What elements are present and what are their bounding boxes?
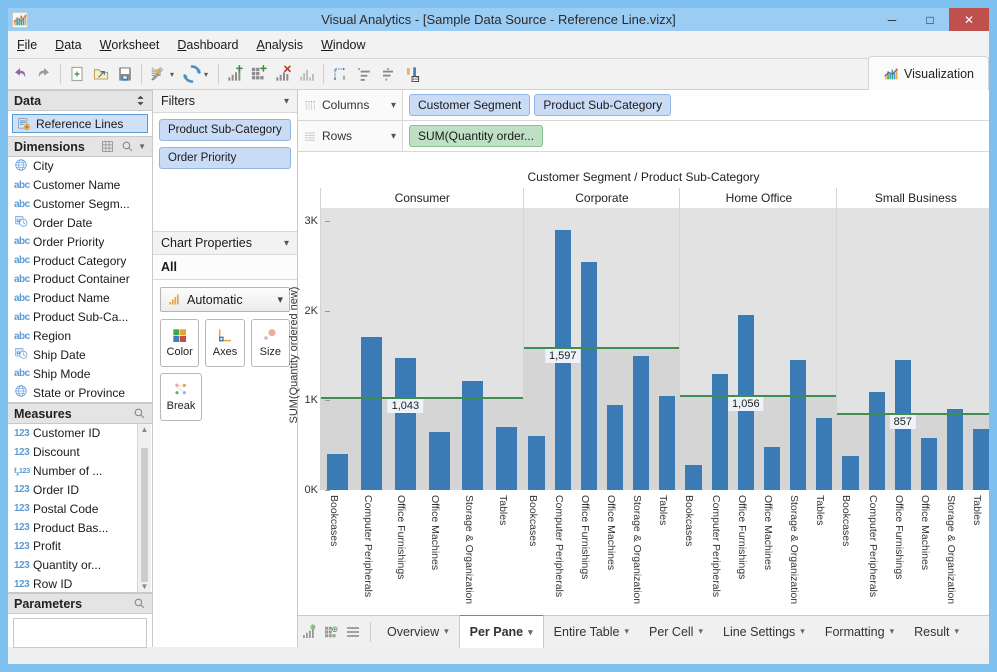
svg-text:LO: LO: [413, 76, 420, 81]
